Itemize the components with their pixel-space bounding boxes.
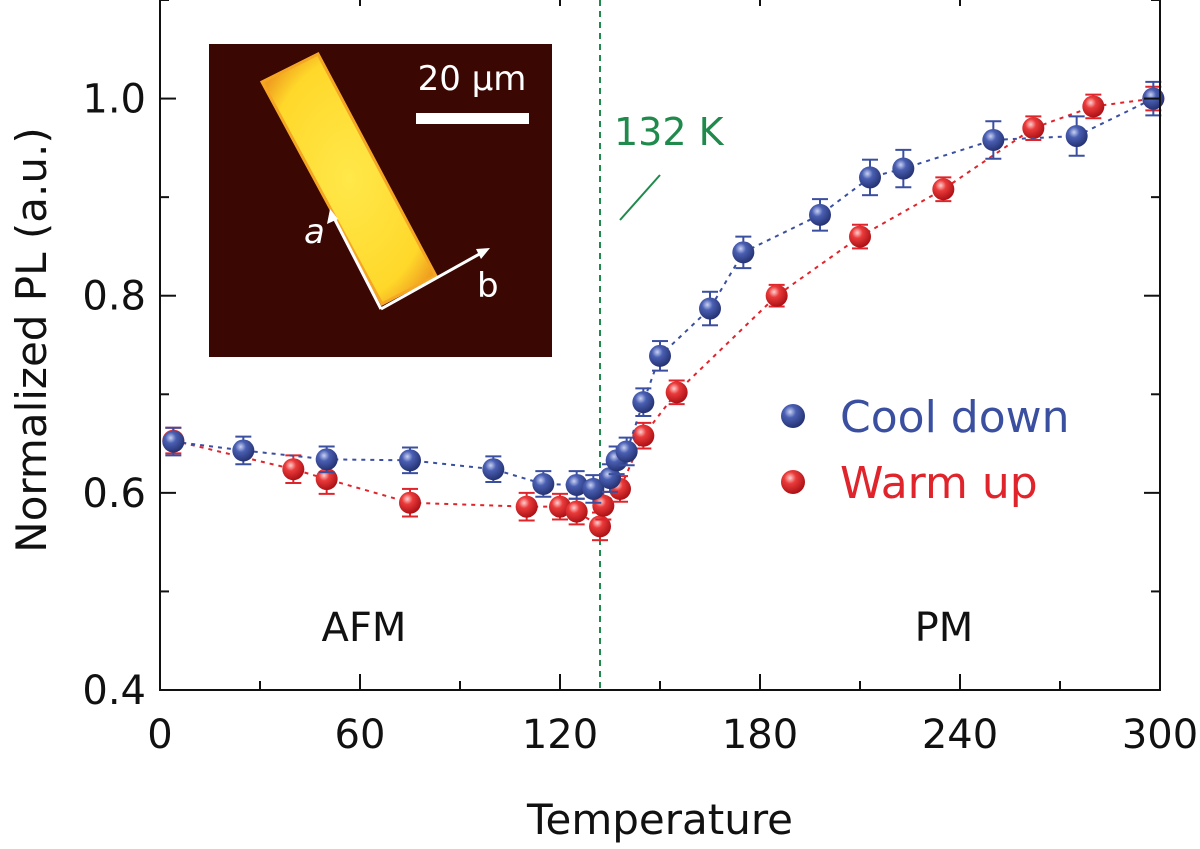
legend-label-cool-down: Cool down <box>840 392 1070 443</box>
series-cool-down <box>162 80 1165 504</box>
x-tick-label: 180 <box>722 712 798 758</box>
data-point <box>765 284 788 307</box>
y-tick-label: 0.4 <box>82 668 146 714</box>
y-tick-label: 0.6 <box>82 471 146 517</box>
data-point <box>232 439 255 462</box>
data-point <box>565 500 588 523</box>
data-point <box>732 241 755 264</box>
data-point <box>599 467 621 490</box>
data-point <box>565 473 588 496</box>
data-point <box>632 424 655 447</box>
data-point <box>592 494 615 517</box>
y-axis-title: Normalized PL (a.u.) <box>7 127 56 552</box>
data-point <box>315 448 338 471</box>
data-point <box>649 344 671 367</box>
inset-axis-a-arrowhead <box>327 209 338 224</box>
legend-marker-cool-down <box>781 404 805 428</box>
inset-scale-bar-label: 20 μm <box>418 59 527 99</box>
region-label-pm: PM <box>915 605 974 651</box>
x-axis-title: Temperature <box>526 795 793 844</box>
legend: Cool down Warm up <box>781 392 1070 509</box>
inset-axis-b-label: b <box>477 266 499 306</box>
data-point <box>399 449 421 472</box>
inset-image: 20 μm a b <box>209 44 552 357</box>
x-tick-label: 60 <box>335 712 386 758</box>
data-point <box>859 166 881 189</box>
data-point <box>932 178 955 201</box>
series-layer <box>162 80 1165 542</box>
inset-axis-a-label: a <box>304 212 325 252</box>
legend-label-warm-up: Warm up <box>840 458 1038 509</box>
inset-flake <box>259 52 439 307</box>
data-point <box>1022 117 1045 140</box>
data-point <box>315 468 338 491</box>
x-tick-label: 300 <box>1122 712 1198 758</box>
data-point <box>632 391 655 414</box>
inset-axis-b-arrowhead <box>476 248 490 259</box>
inset-axis-b-arrow <box>380 250 484 311</box>
data-point <box>849 225 871 248</box>
series-line <box>173 97 1154 490</box>
data-point <box>549 495 571 518</box>
x-tick-label: 0 <box>147 712 172 758</box>
x-tick-label: 240 <box>922 712 998 758</box>
data-point <box>582 477 605 500</box>
data-point <box>515 495 538 518</box>
transition-temperature-label: 132 K <box>614 110 725 154</box>
legend-marker-warm-up <box>781 470 805 494</box>
data-point <box>399 491 421 514</box>
y-tick-label: 0.8 <box>82 274 146 320</box>
transition-label-leader <box>619 174 661 221</box>
data-point <box>1082 95 1105 118</box>
data-point <box>162 430 185 453</box>
data-point <box>809 203 831 226</box>
inset-axis-a-arrow <box>331 215 383 310</box>
region-label-afm: AFM <box>322 605 407 651</box>
data-point <box>892 157 915 180</box>
ticks-layer: 0 60 120 180 240 300 0.4 0.6 0.8 1.0 <box>82 0 1198 758</box>
data-point <box>282 458 305 481</box>
data-point <box>699 297 721 320</box>
data-point <box>982 128 1005 151</box>
inset-scale-bar <box>416 113 529 124</box>
data-point <box>482 458 505 481</box>
data-point <box>589 515 611 538</box>
x-tick-label: 120 <box>522 712 598 758</box>
data-point <box>532 472 555 495</box>
y-tick-label: 1.0 <box>82 77 146 123</box>
data-point <box>1065 125 1088 148</box>
data-point <box>615 440 638 463</box>
data-point <box>665 381 688 404</box>
